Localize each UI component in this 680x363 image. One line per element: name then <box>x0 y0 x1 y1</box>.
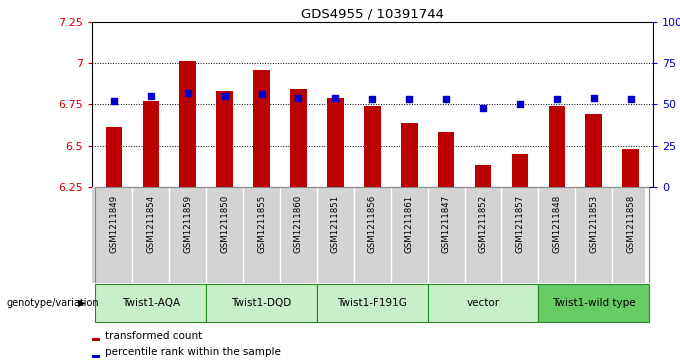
Point <box>109 98 120 104</box>
Text: GSM1211860: GSM1211860 <box>294 195 303 253</box>
Point <box>551 97 562 102</box>
Bar <box>105 127 122 187</box>
Bar <box>317 284 428 322</box>
Text: GSM1211847: GSM1211847 <box>441 195 451 253</box>
Bar <box>95 284 206 322</box>
Bar <box>539 284 649 322</box>
Point <box>182 90 193 96</box>
Bar <box>401 123 418 187</box>
Bar <box>92 338 100 341</box>
Text: transformed count: transformed count <box>105 331 202 341</box>
Text: GSM1211852: GSM1211852 <box>479 195 488 253</box>
Bar <box>585 114 602 187</box>
Text: GSM1211851: GSM1211851 <box>331 195 340 253</box>
Point <box>441 97 452 102</box>
Point <box>146 93 156 99</box>
Text: vector: vector <box>466 298 500 308</box>
Text: GSM1211850: GSM1211850 <box>220 195 229 253</box>
Text: Twist1-wild type: Twist1-wild type <box>552 298 636 308</box>
Text: GSM1211849: GSM1211849 <box>109 195 118 253</box>
Bar <box>364 106 381 187</box>
Text: percentile rank within the sample: percentile rank within the sample <box>105 347 281 357</box>
Text: ▶: ▶ <box>78 298 85 308</box>
Text: Twist1-DQD: Twist1-DQD <box>231 298 292 308</box>
Bar <box>511 154 528 187</box>
Bar <box>622 149 639 187</box>
Point <box>625 97 636 102</box>
Bar <box>92 355 100 358</box>
Bar <box>475 166 492 187</box>
Bar <box>206 284 317 322</box>
Bar <box>253 70 270 187</box>
Point <box>367 97 378 102</box>
Bar <box>180 61 196 187</box>
Text: GSM1211856: GSM1211856 <box>368 195 377 253</box>
Text: GSM1211855: GSM1211855 <box>257 195 266 253</box>
Bar <box>327 98 343 187</box>
Text: GSM1211861: GSM1211861 <box>405 195 413 253</box>
Bar <box>143 101 159 187</box>
Point <box>404 97 415 102</box>
Text: GSM1211854: GSM1211854 <box>146 195 155 253</box>
Point <box>293 95 304 101</box>
Point <box>515 101 526 107</box>
Text: GSM1211858: GSM1211858 <box>626 195 635 253</box>
Bar <box>216 91 233 187</box>
Title: GDS4955 / 10391744: GDS4955 / 10391744 <box>301 8 444 21</box>
Text: Twist1-F191G: Twist1-F191G <box>337 298 407 308</box>
Bar <box>438 132 454 187</box>
Bar <box>549 106 565 187</box>
Point <box>477 105 488 111</box>
Point <box>256 91 267 97</box>
Text: genotype/variation: genotype/variation <box>7 298 99 308</box>
Text: GSM1211857: GSM1211857 <box>515 195 524 253</box>
Bar <box>290 90 307 187</box>
Text: GSM1211848: GSM1211848 <box>552 195 561 253</box>
Text: Twist1-AQA: Twist1-AQA <box>122 298 180 308</box>
Point <box>588 95 599 101</box>
Text: GSM1211853: GSM1211853 <box>590 195 598 253</box>
Point <box>330 95 341 101</box>
Text: GSM1211859: GSM1211859 <box>184 195 192 253</box>
Bar <box>428 284 539 322</box>
Point <box>219 93 230 99</box>
